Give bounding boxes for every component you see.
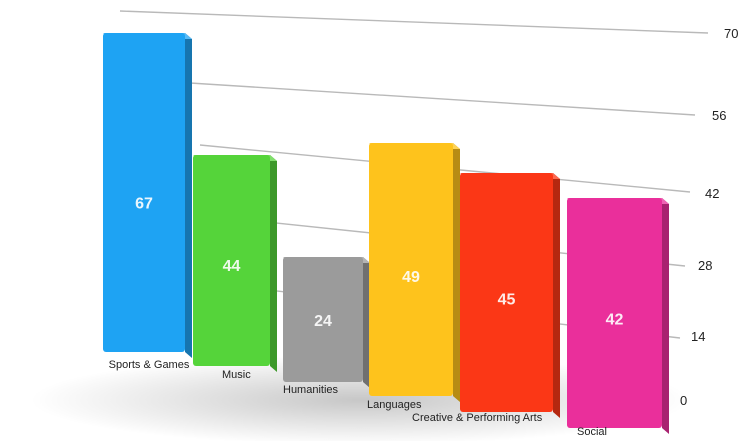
bar-value-label: 45: [498, 291, 516, 308]
bar-front: [103, 33, 185, 352]
bar-music: 44: [193, 155, 277, 372]
bar-value-label: 67: [135, 195, 153, 212]
bar-languages: 49: [369, 143, 460, 402]
y-tick-label: 56: [712, 108, 726, 123]
x-axis-ticks: Sports & Games Music Humanities LanguagesCr…: [109, 359, 607, 438]
bar-front: [193, 155, 270, 366]
y-tick-label: 14: [691, 329, 705, 344]
bar-value-label: 44: [223, 258, 241, 275]
bar-value-label: 49: [402, 269, 420, 286]
bar-value-label: 42: [606, 312, 624, 329]
bar-side: [185, 33, 192, 358]
bar-creative-performing-arts: 45: [460, 173, 560, 418]
bar-front: [283, 257, 363, 382]
y-axis-ticks: 70 56 42 28 14 0: [680, 26, 738, 408]
bar-front: [460, 173, 553, 412]
bar-social: 42: [567, 198, 669, 434]
bar-value-label: 24: [314, 313, 332, 330]
y-tick-label: 28: [698, 258, 712, 273]
x-tick-label: Sports & Games: [109, 359, 190, 371]
bar-humanities: 24: [283, 257, 370, 388]
bar-front: [567, 198, 662, 428]
bars: 67 44 24 49 45 42: [103, 33, 669, 434]
x-tick-label: Social: [577, 426, 607, 438]
bar-front: [369, 143, 453, 396]
bar-side: [553, 173, 560, 418]
y-tick-label: 0: [680, 393, 687, 408]
bar-side: [662, 198, 669, 434]
gridline-56: [189, 82, 696, 116]
x-tick-label: Creative & Performing Arts: [412, 412, 543, 424]
x-tick-label: Music: [222, 369, 251, 381]
gridline-70: [119, 10, 709, 34]
x-tick-label: Languages: [367, 399, 422, 411]
x-tick-label: Humanities: [283, 384, 339, 396]
bar-sports-games: 67: [103, 33, 192, 358]
y-tick-label: 70: [724, 26, 738, 41]
bar-side: [363, 257, 370, 388]
bar-side: [270, 155, 277, 372]
bar-side: [453, 143, 460, 402]
y-tick-label: 42: [705, 186, 719, 201]
